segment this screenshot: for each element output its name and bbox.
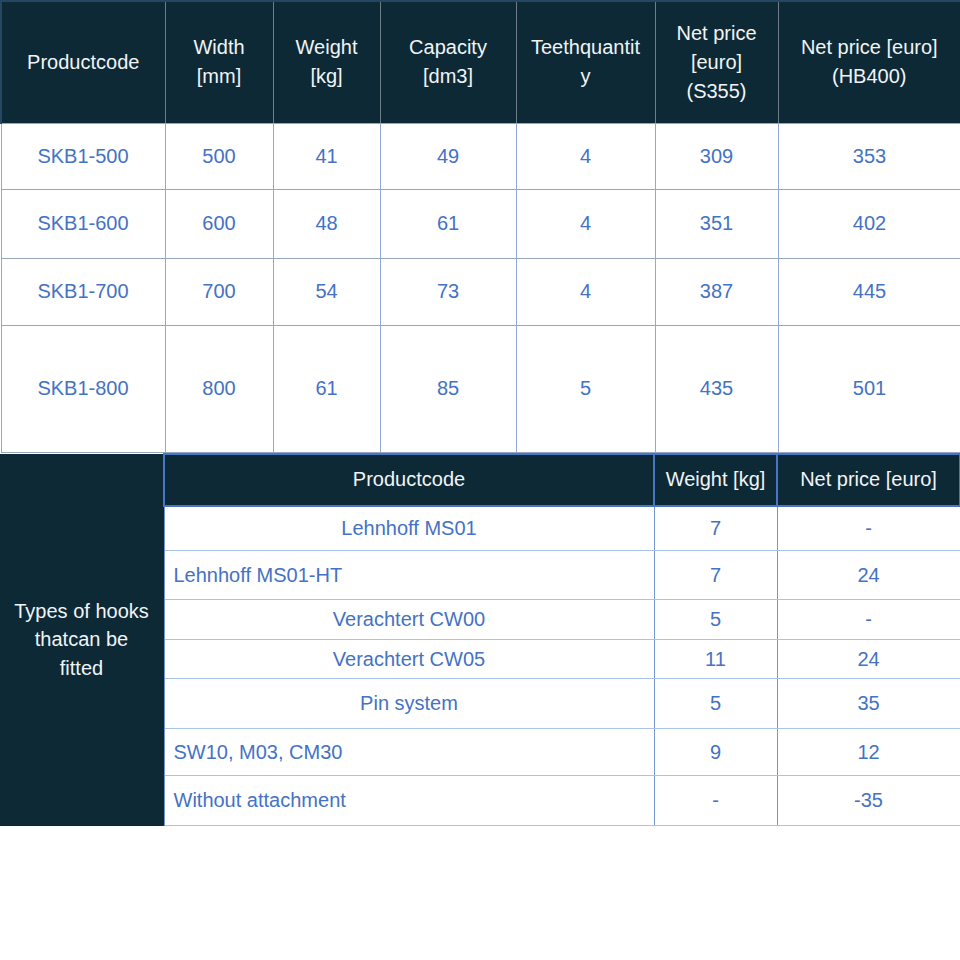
cell-capacity: 49	[380, 123, 516, 189]
spec-header-netprice-hb400: Net price [euro] (HB400)	[778, 1, 960, 123]
cell-netprice-hb400: 445	[778, 258, 960, 325]
spec-row-skb1-800: SKB1-800 800 61 85 5 435 501	[1, 325, 960, 452]
cell-hook-netprice: 35	[777, 679, 960, 729]
cell-hook-name: Verachtert CW05	[164, 640, 654, 679]
cell-netprice-hb400: 501	[778, 325, 960, 452]
cell-teethquantity: 5	[516, 325, 655, 452]
cell-width: 700	[165, 258, 273, 325]
cell-width: 500	[165, 123, 273, 189]
cell-productcode: SKB1-600	[1, 189, 165, 258]
cell-teethquantity: 4	[516, 123, 655, 189]
spec-header-productcode: Productcode	[1, 1, 165, 123]
spec-table: Productcode Width [mm] Weight [kg] Capac…	[0, 0, 960, 453]
cell-capacity: 61	[380, 189, 516, 258]
spec-row-skb1-500: SKB1-500 500 41 49 4 309 353	[1, 123, 960, 189]
cell-hook-name: Without attachment	[164, 776, 654, 826]
cell-hook-netprice: -35	[777, 776, 960, 826]
hooks-header-netprice: Net price [euro]	[777, 454, 960, 506]
spec-header-weight: Weight [kg]	[273, 1, 380, 123]
spec-header-row: Productcode Width [mm] Weight [kg] Capac…	[1, 1, 960, 123]
spec-header-width: Width [mm]	[165, 1, 273, 123]
spec-row-skb1-700: SKB1-700 700 54 73 4 387 445	[1, 258, 960, 325]
cell-hook-name: Pin system	[164, 679, 654, 729]
cell-hook-netprice: 24	[777, 640, 960, 679]
hooks-header-productcode: Productcode	[164, 454, 654, 506]
cell-hook-weight: 5	[654, 679, 777, 729]
cell-netprice-s355: 435	[655, 325, 778, 452]
cell-width: 600	[165, 189, 273, 258]
cell-teethquantity: 4	[516, 258, 655, 325]
cell-hook-weight: 7	[654, 551, 777, 600]
spec-header-teethquantity: Teethquantity	[516, 1, 655, 123]
cell-width: 800	[165, 325, 273, 452]
hooks-header-weight: Weight [kg]	[654, 454, 777, 506]
cell-productcode: SKB1-800	[1, 325, 165, 452]
cell-weight: 41	[273, 123, 380, 189]
spec-row-skb1-600: SKB1-600 600 48 61 4 351 402	[1, 189, 960, 258]
cell-hook-netprice: 12	[777, 729, 960, 776]
cell-hook-netprice: -	[777, 506, 960, 551]
hooks-side-label: Types of hooks thatcan be fitted	[13, 597, 151, 682]
spec-header-netprice-s355: Net price [euro] (S355)	[655, 1, 778, 123]
hooks-side-label-cell: Types of hooks thatcan be fitted	[0, 454, 164, 826]
cell-hook-netprice: -	[777, 600, 960, 640]
cell-hook-netprice: 24	[777, 551, 960, 600]
product-spec-sheet: Productcode Width [mm] Weight [kg] Capac…	[0, 0, 960, 960]
cell-productcode: SKB1-500	[1, 123, 165, 189]
cell-hook-name: Lehnhoff MS01-HT	[164, 551, 654, 600]
hooks-header-row: Types of hooks thatcan be fitted Product…	[0, 454, 960, 506]
cell-hook-weight: 5	[654, 600, 777, 640]
cell-weight: 54	[273, 258, 380, 325]
cell-capacity: 73	[380, 258, 516, 325]
cell-hook-weight: 11	[654, 640, 777, 679]
cell-teethquantity: 4	[516, 189, 655, 258]
cell-weight: 61	[273, 325, 380, 452]
cell-netprice-s355: 351	[655, 189, 778, 258]
cell-netprice-hb400: 353	[778, 123, 960, 189]
cell-netprice-s355: 387	[655, 258, 778, 325]
cell-netprice-hb400: 402	[778, 189, 960, 258]
cell-capacity: 85	[380, 325, 516, 452]
hooks-table: Types of hooks thatcan be fitted Product…	[0, 453, 960, 827]
cell-hook-weight: 7	[654, 506, 777, 551]
cell-hook-name: Verachtert CW00	[164, 600, 654, 640]
cell-hook-weight: 9	[654, 729, 777, 776]
cell-productcode: SKB1-700	[1, 258, 165, 325]
page: { "colors": { "header_bg": "#0d2936", "h…	[0, 0, 960, 960]
cell-hook-weight: -	[654, 776, 777, 826]
cell-hook-name: SW10, M03, CM30	[164, 729, 654, 776]
cell-hook-name: Lehnhoff MS01	[164, 506, 654, 551]
spec-header-capacity: Capacity [dm3]	[380, 1, 516, 123]
cell-weight: 48	[273, 189, 380, 258]
cell-netprice-s355: 309	[655, 123, 778, 189]
